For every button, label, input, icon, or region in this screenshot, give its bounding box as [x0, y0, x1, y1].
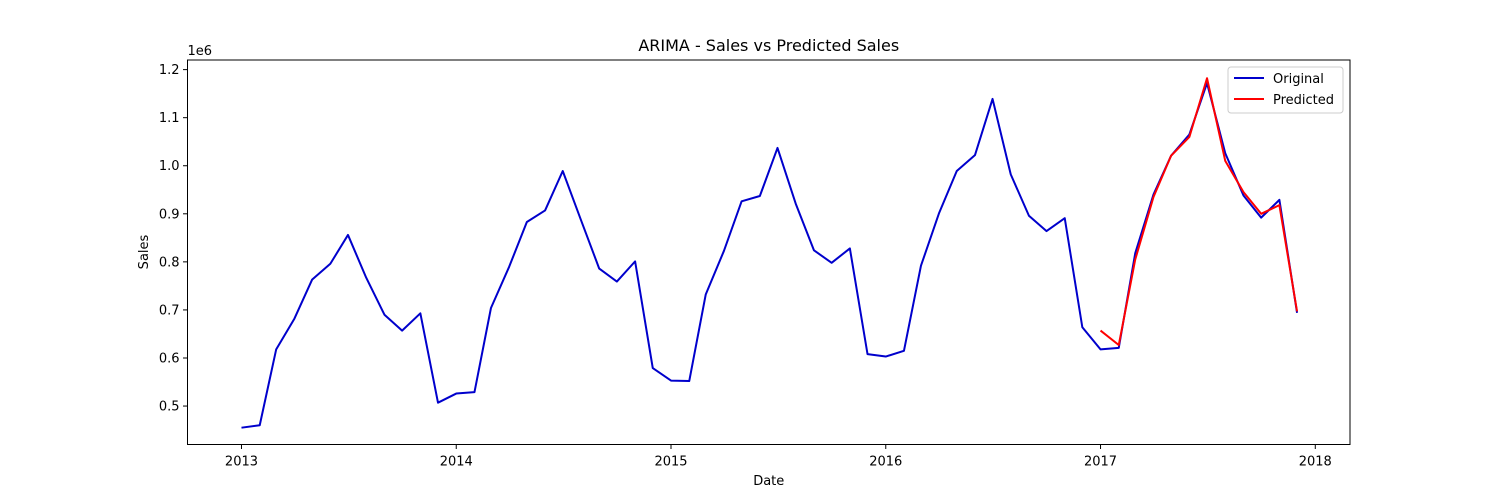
y-tick-label: 1.0 — [159, 159, 180, 174]
y-tick-label: 0.6 — [159, 351, 180, 366]
legend-label-predicted: Predicted — [1273, 93, 1334, 108]
y-axis-ticks: 0.5 0.6 0.7 0.8 0.9 1.0 1.1 1.2 — [159, 63, 188, 415]
x-tick-label: 2016 — [869, 455, 902, 470]
y-tick-label: 0.9 — [159, 207, 180, 222]
legend: Original Predicted — [1227, 66, 1344, 114]
x-tick-label: 2014 — [440, 455, 473, 470]
x-axis-label: Date — [753, 474, 784, 489]
x-tick-label: 2017 — [1084, 455, 1117, 470]
y-tick-label: 1.2 — [159, 63, 180, 78]
y-tick-label: 0.5 — [159, 400, 180, 415]
series-line-predicted — [1099, 77, 1299, 347]
y-axis-label: Sales — [137, 234, 152, 269]
x-axis-ticks: 2013 2014 2015 2016 2017 2018 — [225, 444, 1332, 470]
x-tick-label: 2018 — [1299, 455, 1332, 470]
plot-frame — [187, 59, 1351, 445]
y-axis-offset-label: 1e6 — [188, 44, 213, 59]
y-tick-label: 1.1 — [159, 111, 180, 126]
x-tick-label: 2013 — [225, 455, 258, 470]
legend-label-original: Original — [1273, 72, 1324, 87]
chart-title: ARIMA - Sales vs Predicted Sales — [638, 36, 899, 55]
axes-layer — [187, 59, 1351, 445]
y-tick-label: 0.8 — [159, 255, 180, 270]
y-tick-label: 0.7 — [159, 303, 180, 318]
x-tick-label: 2015 — [654, 455, 687, 470]
series-layer — [241, 77, 1299, 429]
plot-area — [187, 60, 1350, 445]
